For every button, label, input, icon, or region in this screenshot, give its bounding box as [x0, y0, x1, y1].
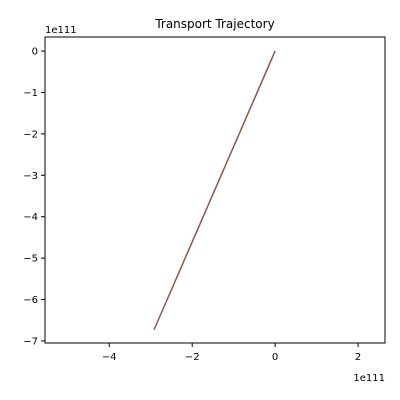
y-tick-label: −5: [23, 254, 38, 265]
y-tick-label: −3: [23, 171, 38, 182]
y-tick-label: −4: [23, 212, 38, 223]
x-offset-label: 1e111: [353, 373, 385, 384]
x-tick-label: 2: [355, 352, 361, 363]
y-tick-label: −2: [23, 129, 38, 140]
x-tick-label: −2: [185, 352, 200, 363]
x-tick-label: −4: [102, 352, 117, 363]
y-offset-label: 1e111: [45, 25, 77, 36]
y-tick-label: 0: [32, 47, 38, 58]
chart-title: Transport Trajectory: [154, 17, 274, 31]
x-tick-label: 0: [272, 352, 278, 363]
y-tick-label: −7: [23, 336, 38, 347]
plot-area-frame: [44, 36, 386, 344]
y-tick-label: −1: [23, 88, 38, 99]
y-tick-label: −6: [23, 295, 38, 306]
trajectory-line: [153, 50, 276, 331]
